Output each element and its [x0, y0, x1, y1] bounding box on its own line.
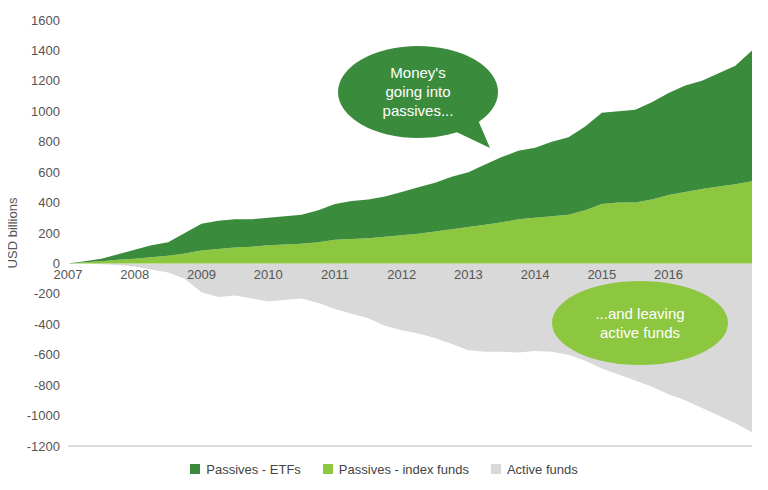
svg-text:1600: 1600: [31, 13, 60, 28]
svg-text:1400: 1400: [31, 43, 60, 58]
svg-text:-600: -600: [34, 347, 60, 362]
svg-text:400: 400: [38, 195, 60, 210]
svg-text:-1000: -1000: [27, 408, 60, 423]
svg-text:2008: 2008: [120, 267, 149, 282]
svg-text:2009: 2009: [187, 267, 216, 282]
svg-text:2012: 2012: [387, 267, 416, 282]
html-text:Passives - index funds: Passives - index funds: [338, 461, 469, 477]
svg-text:-400: -400: [34, 317, 60, 332]
svg-text:1000: 1000: [31, 104, 60, 119]
svg-text:1200: 1200: [31, 73, 60, 88]
svg-text:-800: -800: [34, 378, 60, 393]
svg-text:2014: 2014: [521, 267, 550, 282]
svg-text:2007: 2007: [53, 267, 83, 283]
svg-text:-1200: -1200: [27, 439, 60, 454]
svg-text:...and leavingactive funds: ...and leavingactive funds: [595, 305, 684, 341]
svg-text:-200: -200: [34, 286, 60, 301]
svg-text:2013: 2013: [454, 267, 483, 282]
svg-text:2016: 2016: [654, 267, 683, 282]
svg-text:0: 0: [53, 256, 60, 271]
svg-text:200: 200: [38, 226, 60, 241]
svg-text:2010: 2010: [254, 267, 283, 282]
html-text:Active funds: Active funds: [506, 461, 578, 477]
svg-text:USD billions: USD billions: [8, 197, 20, 268]
svg-text:2015: 2015: [587, 267, 616, 282]
svg-text:800: 800: [38, 134, 60, 149]
svg-text:2011: 2011: [321, 267, 349, 282]
svg-text:600: 600: [38, 165, 60, 180]
html-text:Passives - ETFs: Passives - ETFs: [206, 461, 301, 477]
svg-text:Money'sgoing intopassives...: Money'sgoing intopassives...: [383, 64, 454, 119]
